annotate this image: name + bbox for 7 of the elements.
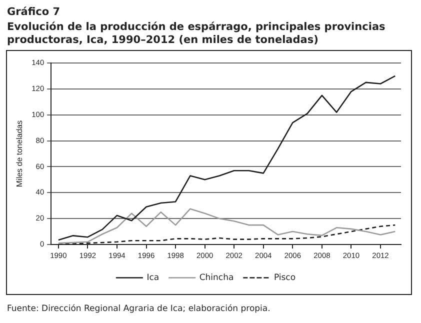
source-note: Fuente: Dirección Regional Agraria de Ica; elaboración propia. [7, 304, 270, 314]
legend-label: Chincha [199, 272, 234, 283]
legend-label: Ica [146, 272, 160, 283]
y-axis-title: Miles de toneladas [15, 120, 24, 188]
chart-subtitle: Evolución de la producción de espárrago, principales provincias productoras, Ica, 1990–2012 (en miles de toneladas) [7, 21, 386, 47]
chart-title: Gráfico 7 [7, 6, 62, 19]
legend-label: Pisco [274, 272, 296, 283]
